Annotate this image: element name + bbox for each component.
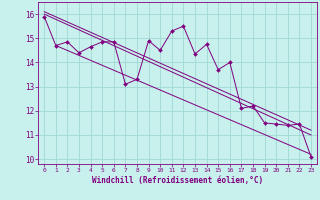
X-axis label: Windchill (Refroidissement éolien,°C): Windchill (Refroidissement éolien,°C) bbox=[92, 176, 263, 185]
